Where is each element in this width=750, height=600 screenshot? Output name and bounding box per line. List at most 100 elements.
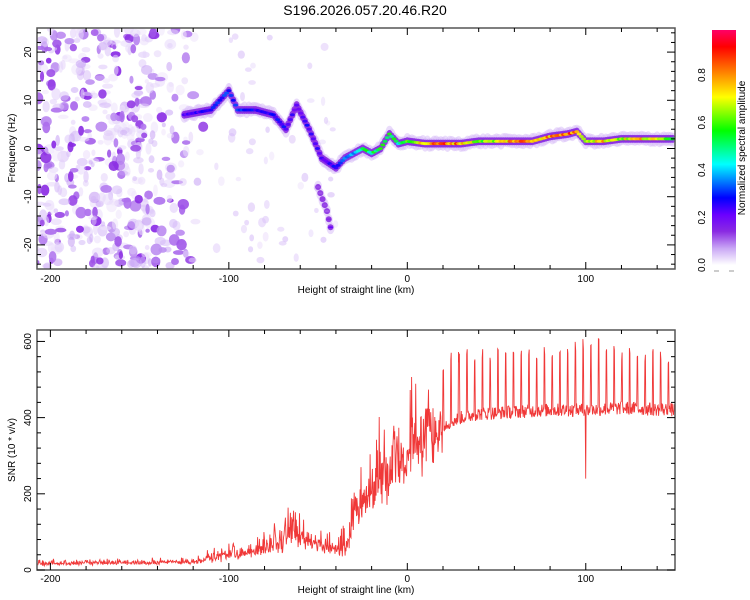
noise-blob (52, 39, 62, 48)
noise-blob (130, 44, 137, 54)
noise-blob (105, 114, 112, 120)
noise-blob (75, 206, 87, 219)
noise-blob (59, 91, 70, 101)
colorbar-gradient (712, 30, 736, 265)
noise-blob (55, 134, 60, 147)
snr-ytick-label: 400 (23, 409, 34, 426)
noise-blob (328, 176, 334, 182)
noise-blob (169, 202, 179, 213)
chart-title: S196.2026.057.20.46.R20 (283, 2, 447, 18)
noise-blob (88, 160, 93, 165)
noise-blob (68, 195, 78, 206)
noise-blob (88, 215, 98, 220)
noise-blob (130, 144, 142, 152)
noise-blob (64, 37, 75, 45)
noise-blob (108, 160, 119, 171)
noise-blob (54, 146, 64, 152)
noise-blob (101, 221, 106, 228)
noise-blob (69, 43, 77, 52)
track-core (304, 123, 310, 127)
track-core (581, 137, 587, 141)
noise-blob (78, 125, 85, 136)
spectrogram-ytick-label: 0 (23, 145, 34, 151)
noise-blob (111, 151, 117, 164)
noise-blob (231, 33, 239, 40)
noise-blob (138, 163, 144, 175)
noise-blob (90, 92, 99, 99)
noise-blob (80, 88, 85, 100)
colorbar-tick-label: 0.0 (697, 258, 708, 272)
noise-blob (45, 57, 52, 64)
noise-blob (118, 251, 124, 260)
noise-blob (64, 210, 69, 217)
noise-blob (42, 100, 50, 113)
snr-frame (36, 329, 676, 571)
noise-blob (134, 194, 143, 204)
noise-blob (167, 29, 179, 36)
noise-blob (232, 210, 239, 217)
track-core (300, 115, 306, 119)
noise-blob (188, 257, 197, 263)
noise-blob (57, 185, 63, 196)
noise-blob (308, 229, 314, 238)
noise-blob (181, 77, 189, 85)
noise-blob (247, 246, 254, 253)
noise-blob (249, 234, 255, 242)
noise-blob (262, 231, 269, 242)
noise-blob (137, 176, 146, 185)
spectrogram-ytick-label: 10 (23, 94, 34, 106)
noise-blob (102, 132, 115, 141)
noise-blob (110, 51, 121, 58)
noise-blob (156, 225, 167, 237)
noise-blob (247, 202, 256, 213)
track-core (221, 93, 227, 97)
noise-blob (76, 225, 84, 233)
noise-blob (187, 91, 200, 100)
spectrogram-ytick-label: -10 (23, 189, 34, 204)
noise-blob (153, 196, 166, 205)
noise-blob (96, 257, 104, 265)
noise-blob (83, 170, 89, 183)
noise-blob (100, 225, 112, 231)
noise-blob (145, 203, 150, 215)
noise-blob (95, 265, 108, 269)
noise-blob (54, 241, 65, 253)
noise-blob (196, 149, 204, 156)
noise-blob (37, 92, 44, 105)
track-core (310, 137, 316, 141)
noise-blob (100, 185, 112, 193)
noise-blob (92, 206, 98, 218)
noise-blob (37, 183, 42, 195)
noise-blob (43, 47, 53, 52)
noise-blob (75, 28, 84, 41)
noise-blob (49, 98, 58, 105)
track-core (217, 98, 223, 102)
track-core (389, 134, 395, 138)
noise-blob (124, 151, 130, 161)
track-core (337, 161, 343, 165)
colorbar-tick-label: 0.8 (697, 68, 708, 82)
noise-blob (114, 236, 122, 247)
noise-blob (98, 64, 108, 70)
noise-blob (43, 262, 52, 269)
noise-blob (138, 51, 150, 59)
noise-blob (126, 134, 135, 142)
noise-blob (112, 228, 121, 236)
noise-blob (115, 259, 127, 267)
noise-blob (131, 115, 139, 123)
track-core (324, 210, 330, 213)
noise-blob (178, 178, 187, 186)
noise-blob (263, 156, 268, 165)
noise-blob (141, 64, 153, 75)
noise-blob (169, 125, 175, 135)
noise-blob (70, 245, 77, 253)
noise-blob (97, 33, 105, 42)
noise-blob (100, 173, 108, 182)
noise-blob (193, 177, 202, 186)
noise-blob (244, 67, 252, 72)
noise-blob (176, 239, 187, 251)
noise-blob (166, 194, 173, 203)
noise-blob (161, 156, 171, 162)
noise-blob (70, 101, 79, 111)
